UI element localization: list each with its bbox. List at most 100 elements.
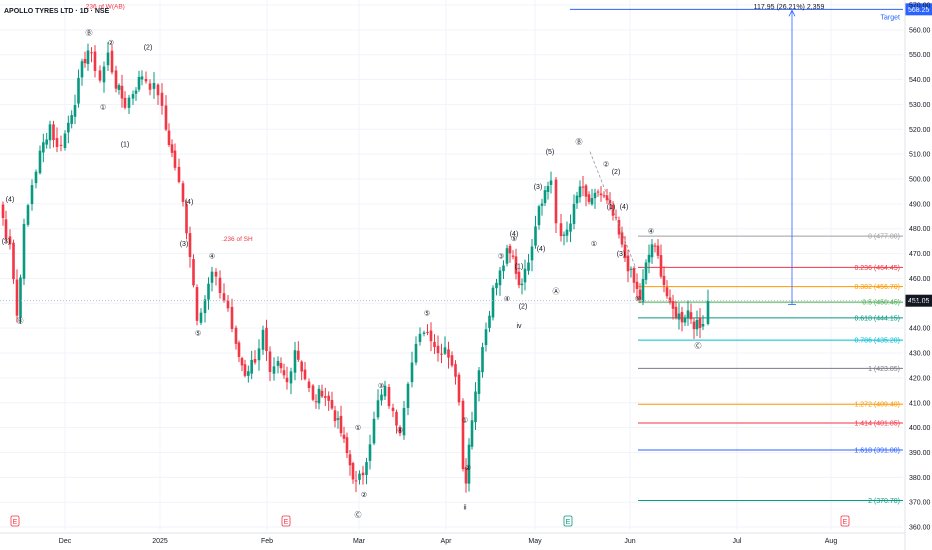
fib-retracement: 0 (477.00) 0.236 (464.45) 0.382 (456.70) 0.… — [638, 234, 903, 505]
wave-label: ② — [603, 161, 609, 169]
candle-body — [659, 255, 663, 277]
wave-label: (2) — [144, 45, 153, 52]
candle-body — [1, 204, 5, 219]
x-tick-label: Dec — [59, 538, 72, 545]
fib-label: 1.272 (409.40) — [854, 402, 900, 409]
candle-body — [110, 50, 114, 73]
candle-body — [495, 282, 498, 289]
candle-body — [98, 70, 102, 81]
candle-body — [467, 444, 471, 484]
candle-body — [559, 223, 563, 237]
candle-body — [230, 306, 234, 329]
wave-label: ② — [108, 39, 114, 47]
candle-body — [285, 377, 289, 383]
wave-label: ii — [463, 505, 467, 512]
x-tick-label: 2025 — [152, 538, 168, 545]
candle-body — [554, 179, 558, 224]
fib-label: 0.5 (450.45) — [862, 300, 900, 307]
x-tick-label: Jun — [624, 538, 635, 545]
candle-body — [164, 105, 168, 130]
x-tick-label: Mar — [353, 538, 366, 545]
wave-label: (2) — [612, 169, 621, 176]
candle-body — [237, 342, 241, 357]
candle-body — [351, 463, 355, 480]
candle-body — [540, 203, 544, 206]
candle-body — [461, 400, 465, 470]
candle-body — [15, 279, 19, 316]
candle-body — [653, 245, 657, 247]
candle-body — [297, 350, 300, 360]
last-price-label: 451.05 — [908, 298, 930, 305]
wave-label: Ⓒ — [355, 511, 362, 519]
candle-body — [365, 462, 368, 475]
candle-body — [173, 150, 177, 168]
wave-label: ③ — [378, 382, 384, 390]
candle-body — [638, 289, 642, 300]
wave-label: (1) — [607, 204, 616, 211]
fib-label: 1.618 (391.00) — [854, 447, 900, 454]
candle-body — [599, 193, 603, 196]
dashed-trendline — [589, 151, 637, 269]
candle-body — [83, 58, 87, 64]
target-label: Target — [881, 14, 901, 21]
candle-body — [192, 259, 195, 286]
candle-body — [80, 61, 84, 78]
candle-body — [303, 369, 307, 380]
candle-body — [339, 415, 343, 434]
candle-body — [247, 371, 250, 376]
candle-body — [674, 306, 678, 318]
candle-body — [156, 84, 160, 96]
candle-body — [293, 350, 297, 373]
event-marker — [281, 515, 291, 527]
y-tick-label: 550.00 — [909, 52, 931, 59]
candle-body — [520, 283, 524, 286]
y-tick-label: 470.00 — [909, 251, 931, 258]
candle-body — [514, 256, 518, 274]
candle-body — [354, 480, 358, 482]
candle-body — [86, 50, 90, 64]
y-tick-label: 450.00 — [909, 301, 931, 308]
candle-body — [668, 297, 672, 303]
candle-body — [185, 204, 188, 234]
y-tick-label: 560.00 — [909, 27, 931, 34]
candle-body — [240, 358, 244, 366]
candle-body — [433, 341, 436, 348]
fib-label: 0.236 (464.45) — [854, 265, 900, 272]
candle-body — [391, 407, 395, 412]
candle-body — [398, 427, 402, 434]
candle-body — [436, 345, 440, 354]
candle-body — [265, 327, 268, 352]
candle-body — [565, 229, 569, 236]
y-tick-label: 370.00 — [909, 500, 931, 507]
x-tick-label: Aug — [825, 538, 838, 545]
candle-body — [70, 115, 73, 124]
candle-body — [502, 265, 505, 272]
candle-body — [695, 319, 699, 330]
candle-body — [336, 418, 340, 420]
candle-body — [440, 353, 443, 355]
y-tick-label: 430.00 — [909, 351, 931, 358]
candle-body — [257, 348, 261, 361]
candle-body — [549, 180, 553, 185]
fib-label: 1.414 (401.85) — [854, 421, 900, 428]
wave-label: ② — [361, 491, 367, 499]
candle-body — [134, 90, 138, 94]
candle-body — [34, 171, 38, 184]
event-marker-label: E — [566, 519, 571, 526]
candle-body — [12, 242, 15, 280]
candle-body — [698, 317, 702, 328]
x-tick-label: Apr — [441, 538, 453, 545]
candle-body — [22, 224, 26, 279]
wave-label: ① — [462, 417, 468, 425]
event-marker-label: E — [284, 519, 289, 526]
candle-body — [523, 268, 527, 283]
candle-body — [261, 329, 265, 350]
candle-body — [59, 144, 63, 146]
y-tick-label: 400.00 — [909, 425, 931, 432]
last-price-box — [905, 294, 932, 307]
candle-body — [218, 277, 222, 294]
candle-body — [426, 331, 429, 333]
candle-body — [578, 186, 582, 198]
candle-body — [300, 361, 303, 372]
